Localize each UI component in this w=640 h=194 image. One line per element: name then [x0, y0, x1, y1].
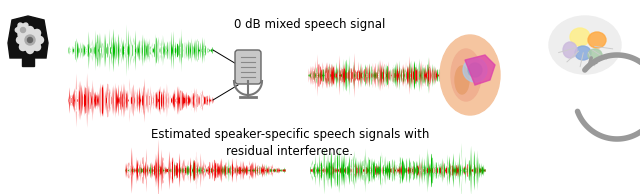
- Circle shape: [24, 33, 28, 37]
- Ellipse shape: [575, 46, 591, 60]
- Polygon shape: [465, 55, 495, 85]
- Text: 0 dB mixed speech signal: 0 dB mixed speech signal: [234, 18, 386, 31]
- Circle shape: [26, 27, 33, 34]
- Circle shape: [18, 23, 22, 27]
- Circle shape: [25, 35, 35, 45]
- Ellipse shape: [455, 66, 469, 94]
- Circle shape: [26, 28, 31, 32]
- Ellipse shape: [549, 16, 621, 74]
- Circle shape: [19, 29, 26, 36]
- Ellipse shape: [451, 49, 481, 101]
- Circle shape: [15, 28, 20, 32]
- Circle shape: [36, 36, 44, 43]
- Circle shape: [33, 44, 40, 51]
- Ellipse shape: [440, 35, 500, 115]
- Polygon shape: [8, 16, 48, 58]
- Circle shape: [468, 63, 482, 77]
- Circle shape: [28, 37, 33, 42]
- Circle shape: [26, 47, 33, 54]
- Circle shape: [17, 36, 24, 43]
- Text: Estimated speaker-specific speech signals with
residual interference.: Estimated speaker-specific speech signal…: [151, 128, 429, 158]
- FancyBboxPatch shape: [235, 50, 261, 84]
- Circle shape: [18, 33, 22, 37]
- Ellipse shape: [588, 32, 606, 48]
- Circle shape: [24, 23, 28, 27]
- Ellipse shape: [588, 49, 602, 61]
- Circle shape: [20, 28, 26, 33]
- Circle shape: [17, 24, 29, 36]
- Circle shape: [33, 29, 40, 36]
- Ellipse shape: [563, 42, 577, 58]
- Circle shape: [19, 44, 26, 51]
- Circle shape: [19, 29, 41, 51]
- Bar: [22, 58, 34, 66]
- Ellipse shape: [570, 28, 590, 46]
- Circle shape: [463, 58, 487, 82]
